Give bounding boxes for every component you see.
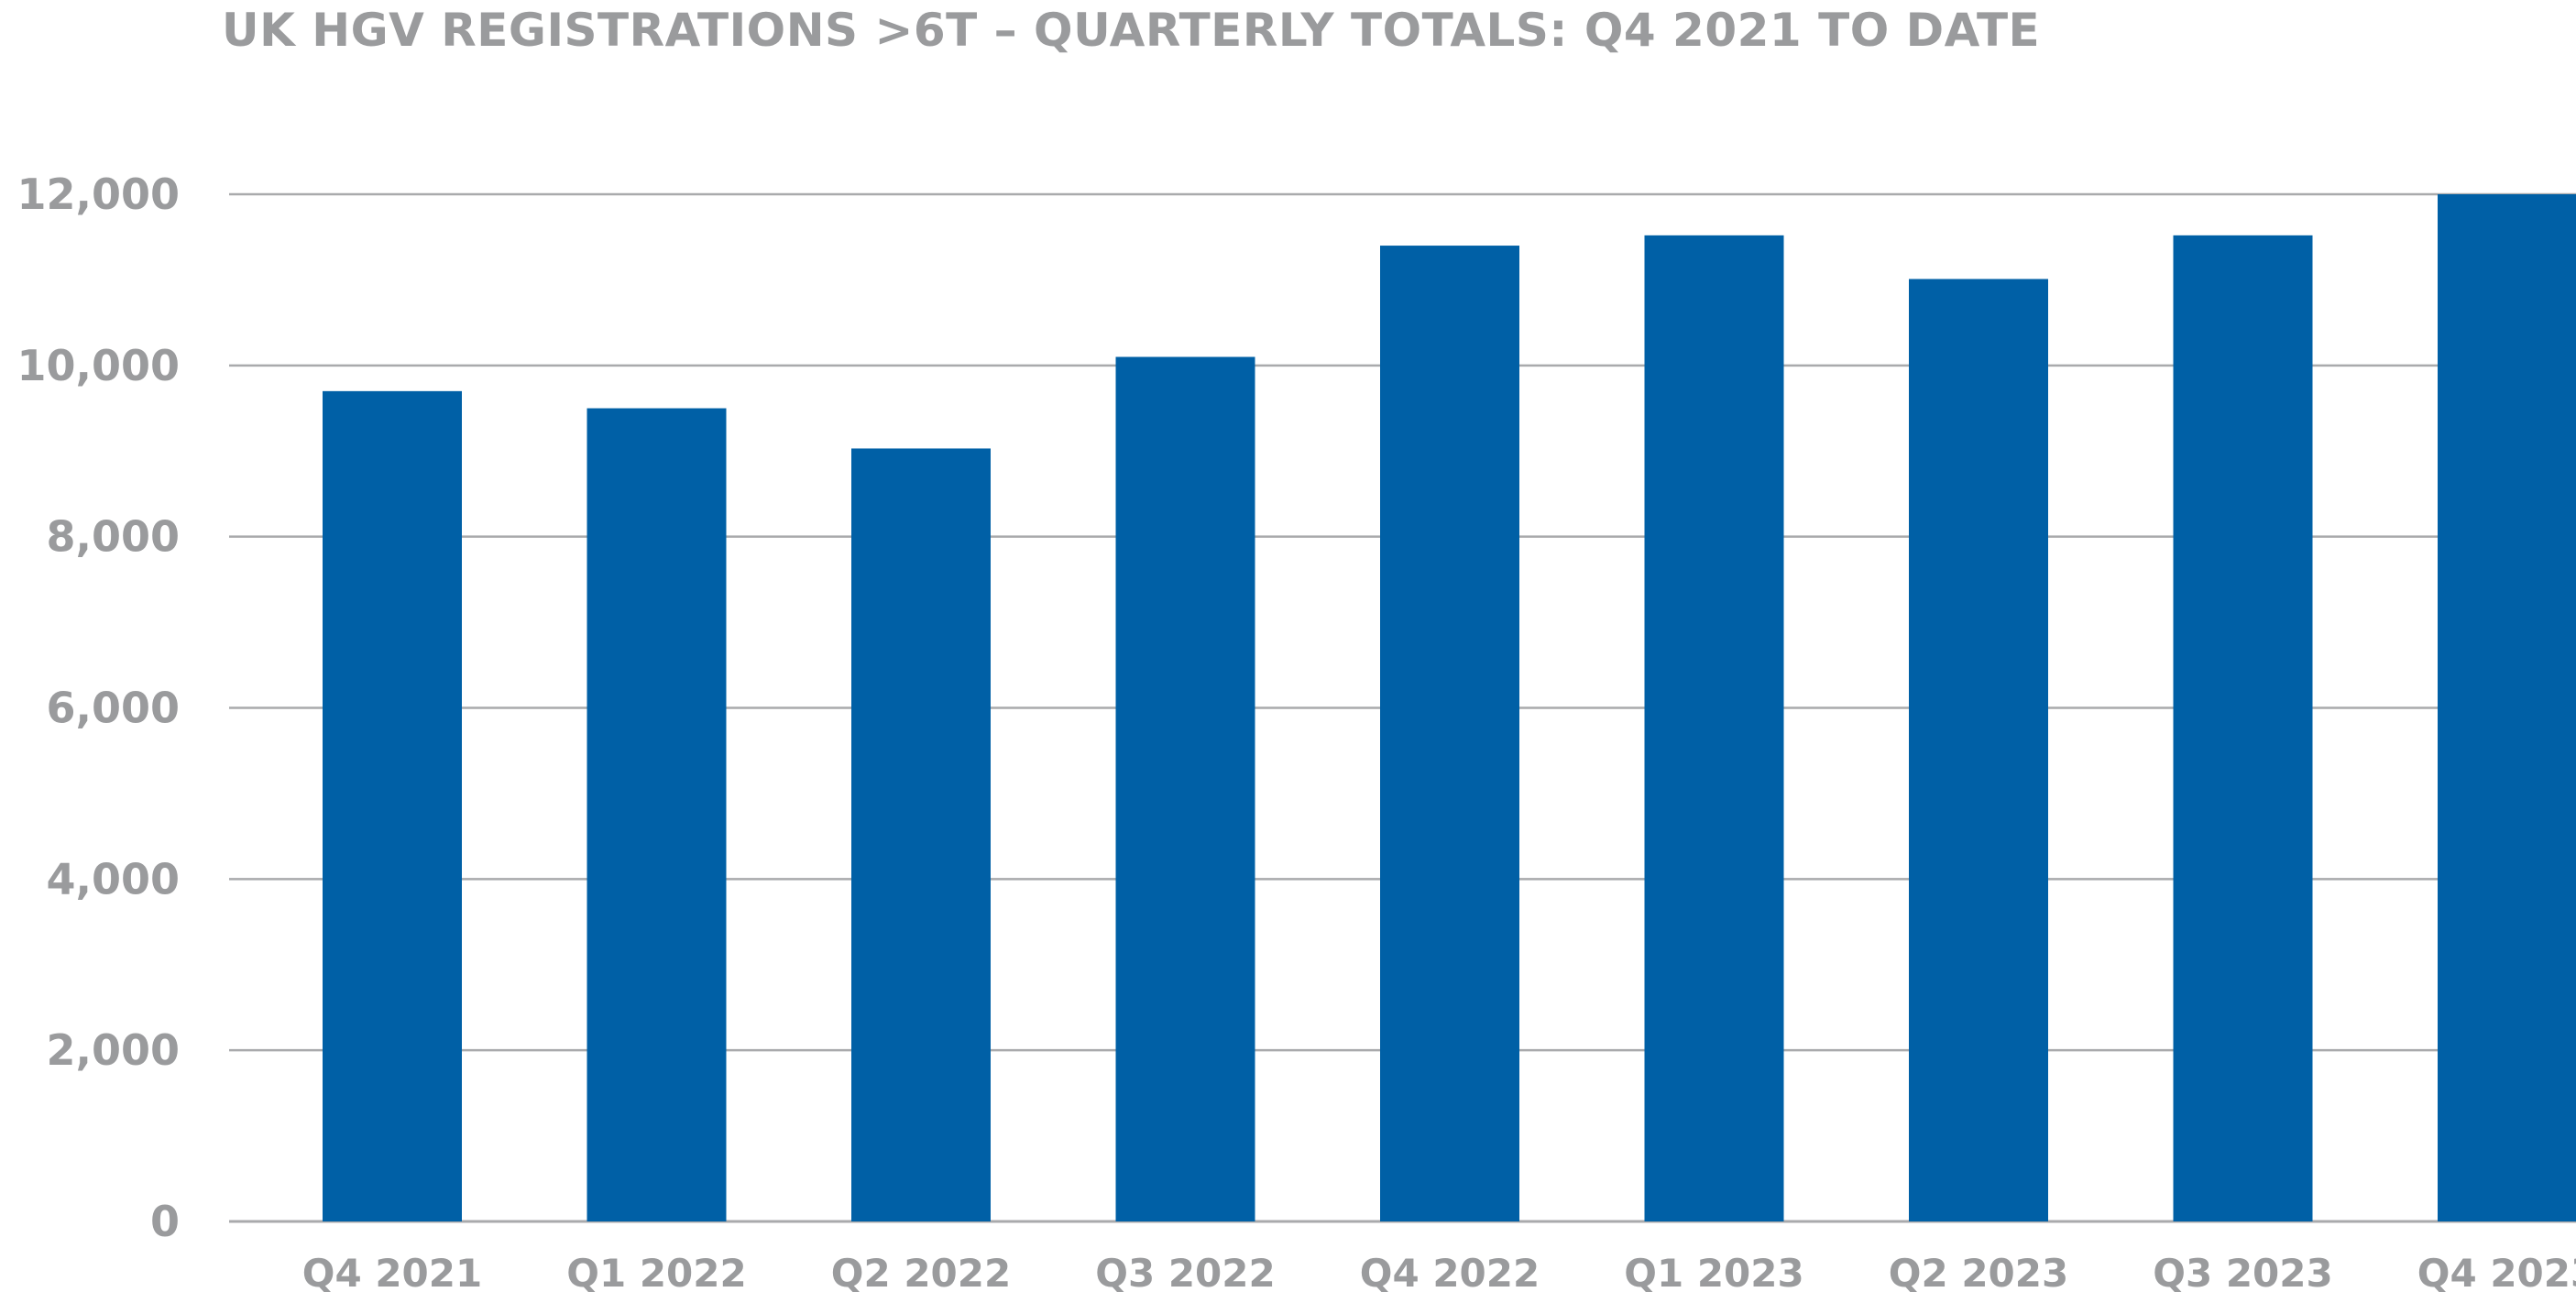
bar [2438, 194, 2576, 1221]
bar [323, 390, 462, 1221]
bar [1909, 279, 2048, 1221]
x-category-label: Q4 2022 [1360, 1251, 1540, 1296]
y-axis-tick-labels: 0 2,000 4,000 6,000 8,000 10,000 12,000 [16, 170, 180, 1246]
x-category-label: Q2 2023 [1889, 1251, 2068, 1296]
x-category-label: Q4 2023 [2417, 1251, 2576, 1296]
y-tick-label: 2,000 [46, 1025, 180, 1075]
y-tick-label: 6,000 [46, 684, 180, 733]
bar [851, 448, 991, 1221]
x-axis-category-labels: Q4 2021 Q1 2022 Q2 2022 Q3 2022 Q4 2022 Q1 20… [302, 1251, 2576, 1296]
bar [1380, 246, 1519, 1221]
x-category-label: Q3 2023 [2153, 1251, 2332, 1296]
y-tick-label: 4,000 [46, 854, 180, 903]
x-category-label: Q1 2023 [1624, 1251, 1803, 1296]
x-category-label: Q3 2022 [1095, 1251, 1275, 1296]
y-tick-label: 8,000 [46, 512, 180, 562]
x-category-label: Q4 2021 [302, 1251, 482, 1296]
bar [2173, 235, 2313, 1222]
bar [1644, 235, 1784, 1222]
y-tick-label: 12,000 [16, 170, 180, 219]
chart-title: UK HGV REGISTRATIONS >6T – QUARTERLY TOT… [222, 4, 2041, 57]
bar [586, 408, 727, 1222]
x-category-label: Q1 2022 [566, 1251, 746, 1296]
y-tick-label: 10,000 [16, 341, 180, 390]
bar [1115, 356, 1255, 1221]
bars [323, 194, 2576, 1222]
x-category-label: Q2 2022 [831, 1251, 1011, 1296]
y-tick-label: 0 [150, 1197, 180, 1246]
